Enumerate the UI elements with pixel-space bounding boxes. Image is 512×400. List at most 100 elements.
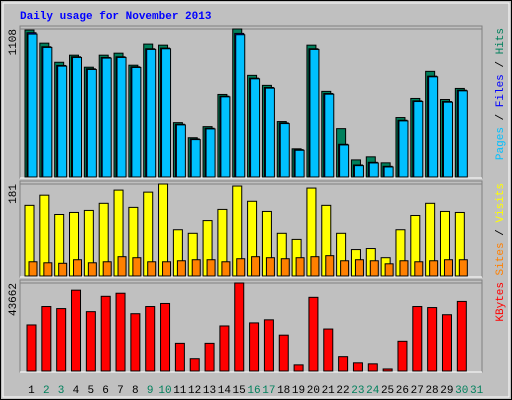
bar xyxy=(384,263,394,277)
bar xyxy=(41,306,52,372)
bar xyxy=(442,101,453,178)
bar xyxy=(102,261,112,277)
bar xyxy=(324,93,335,178)
x-tick-label: 4 xyxy=(73,385,80,397)
x-tick-label: 7 xyxy=(117,385,124,397)
bar xyxy=(161,48,172,178)
bar xyxy=(190,139,201,178)
x-tick-label: 8 xyxy=(132,385,139,397)
bar xyxy=(263,319,274,372)
bar xyxy=(58,262,68,277)
bar xyxy=(352,362,363,372)
bar xyxy=(280,258,290,277)
x-tick-label: 28 xyxy=(425,385,438,397)
x-tick-label: 9 xyxy=(147,385,154,397)
legend-entry: Visits xyxy=(495,183,507,223)
bar xyxy=(28,261,38,277)
legend-entry: KBytes xyxy=(495,282,507,322)
bar xyxy=(367,363,378,372)
chart-title: Daily usage for November 2013 xyxy=(20,11,212,23)
bar xyxy=(429,260,439,277)
bar xyxy=(219,325,230,372)
legend: KBytes xyxy=(495,282,507,322)
bar xyxy=(458,259,468,277)
bar xyxy=(26,324,37,372)
bar xyxy=(27,33,38,178)
legend-entry: Pages xyxy=(495,127,507,160)
bar xyxy=(71,289,82,372)
bar xyxy=(221,261,231,277)
bar xyxy=(369,260,379,277)
bar xyxy=(205,128,216,178)
bar xyxy=(294,149,305,178)
bar xyxy=(325,255,335,277)
bar xyxy=(309,48,320,178)
bar xyxy=(87,262,97,277)
bar xyxy=(191,259,201,277)
bar xyxy=(56,308,67,372)
bar xyxy=(234,282,245,372)
bar xyxy=(249,322,260,372)
x-tick-label: 2 xyxy=(43,385,50,397)
x-tick-label: 27 xyxy=(411,385,424,397)
bar xyxy=(412,306,423,372)
bar xyxy=(42,46,53,178)
x-tick-label: 20 xyxy=(307,385,320,397)
bar xyxy=(160,302,171,372)
x-tick-label: 3 xyxy=(58,385,65,397)
bar xyxy=(265,257,275,277)
bar xyxy=(204,342,215,372)
bar xyxy=(354,259,364,277)
bar xyxy=(147,261,157,277)
bar xyxy=(340,260,350,277)
legend-separator: / xyxy=(495,223,507,243)
bar xyxy=(310,256,320,277)
x-tick-label: 6 xyxy=(102,385,109,397)
bar xyxy=(251,256,261,277)
bar xyxy=(176,260,186,277)
x-tick-label: 16 xyxy=(247,385,260,397)
x-tick-label: 19 xyxy=(292,385,305,397)
bar xyxy=(382,368,393,372)
bar xyxy=(43,262,53,277)
y-tick-label: 181 xyxy=(8,184,20,204)
bar xyxy=(175,124,186,178)
bar xyxy=(101,57,112,178)
x-tick-label: 24 xyxy=(366,385,380,397)
x-tick-label: 1 xyxy=(28,385,35,397)
bar xyxy=(100,295,111,372)
y-tick-label: 1108 xyxy=(8,29,20,55)
bar xyxy=(250,78,261,178)
bar xyxy=(295,257,305,277)
x-tick-label: 15 xyxy=(233,385,246,397)
bar xyxy=(235,34,246,178)
bar xyxy=(323,328,334,372)
bar xyxy=(189,358,200,372)
x-tick-label: 21 xyxy=(322,385,336,397)
bar xyxy=(264,87,275,178)
legend-entry: Sites xyxy=(495,242,507,275)
x-tick-label: 26 xyxy=(396,385,409,397)
legend-separator: / xyxy=(495,107,507,127)
x-tick-label: 11 xyxy=(173,385,187,397)
y-tick-label: 43662 xyxy=(8,283,20,316)
bar xyxy=(398,120,409,178)
bar xyxy=(353,165,364,178)
bar xyxy=(293,364,304,372)
x-tick-label: 17 xyxy=(262,385,275,397)
bar xyxy=(131,66,142,178)
bar xyxy=(368,162,379,178)
x-tick-label: 22 xyxy=(336,385,349,397)
bar xyxy=(456,300,467,372)
bar xyxy=(220,96,231,178)
bar xyxy=(73,259,83,277)
bar xyxy=(441,314,452,372)
legend: Pages / Files / Hits xyxy=(495,28,507,160)
bar xyxy=(117,256,127,277)
bar xyxy=(414,261,424,277)
x-tick-label: 12 xyxy=(188,385,201,397)
bar xyxy=(457,90,468,178)
bar xyxy=(206,259,216,277)
x-tick-label: 13 xyxy=(203,385,216,397)
